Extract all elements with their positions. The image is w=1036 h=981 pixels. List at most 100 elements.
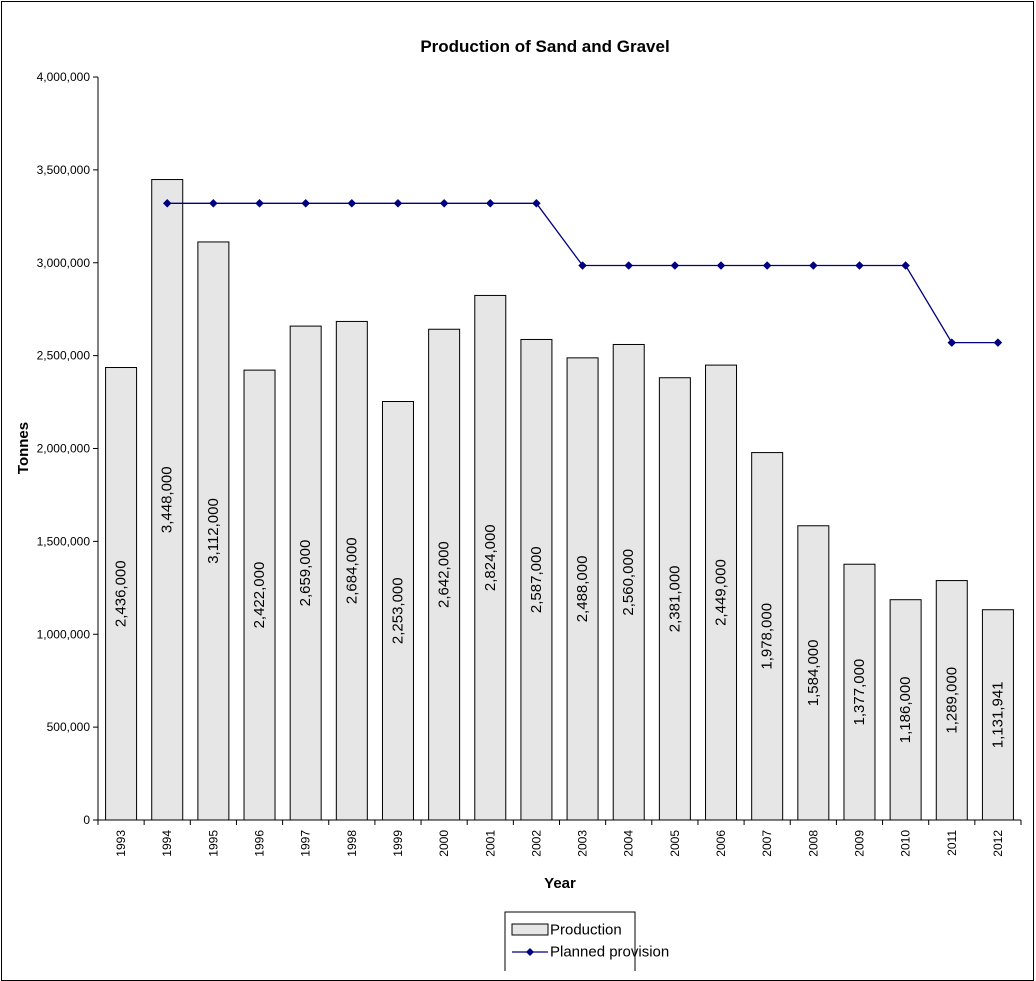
planned-provision-line — [167, 202, 998, 344]
planned-provision-point-2004 — [624, 261, 634, 270]
x-tick-label: 2002 — [529, 830, 543, 857]
data-label-2010: 1,186,000 — [897, 676, 914, 743]
data-label-2011: 1,289,000 — [943, 667, 960, 734]
x-tick-label: 2003 — [576, 830, 590, 857]
y-tick-label: 3,500,000 — [37, 163, 91, 177]
planned-provision-point-1997 — [301, 198, 311, 208]
bar-1994 — [151, 179, 184, 821]
x-tick-label: 1998 — [345, 830, 359, 857]
data-label-2008: 1,584,000 — [805, 640, 822, 707]
x-tick-label: 1996 — [253, 830, 267, 857]
y-tick-label: 1,000,000 — [37, 627, 91, 641]
data-label-1998: 2,684,000 — [343, 537, 360, 604]
x-tick-label: 1997 — [299, 830, 313, 857]
bar-2003 — [566, 357, 599, 821]
data-label-1997: 2,659,000 — [297, 540, 314, 607]
x-tick-label: 1994 — [160, 830, 174, 857]
x-axis-title: Year — [544, 875, 576, 892]
data-label-1994: 3,448,000 — [159, 466, 176, 533]
x-tick-label: 2000 — [437, 830, 451, 857]
data-label-2012: 1,131,941 — [989, 682, 1006, 749]
x-tick-label: 2010 — [899, 830, 913, 857]
y-tick-label: 500,000 — [47, 720, 91, 734]
x-tick-label: 2011 — [945, 830, 959, 856]
legend-label-planned-provision: Planned provision — [550, 944, 669, 961]
bar-2004 — [612, 343, 645, 821]
data-label-1996: 2,422,000 — [251, 562, 268, 629]
data-label-2001: 2,824,000 — [482, 524, 499, 591]
planned-provision-point-2001 — [485, 198, 495, 208]
planned-provision-point-2006 — [716, 261, 726, 270]
planned-provision-line-group — [162, 198, 1003, 347]
bar-1998 — [335, 320, 368, 821]
y-tick-label: 4,000,000 — [37, 70, 91, 84]
data-label-2006: 2,449,000 — [713, 559, 730, 626]
planned-provision-point-2010 — [901, 261, 910, 270]
y-tick-label: 3,000,000 — [37, 256, 91, 270]
data-label-2009: 1,377,000 — [851, 659, 868, 726]
y-tick-label: 2,500,000 — [37, 349, 91, 363]
planned-provision-point-2008 — [808, 261, 818, 270]
planned-provision-point-2003 — [578, 261, 587, 270]
chart-title: Production of Sand and Gravel — [420, 37, 669, 56]
data-label-2004: 2,560,000 — [620, 549, 637, 616]
y-tick-label: 0 — [83, 813, 90, 827]
bar-2007 — [751, 452, 784, 821]
bar-2001 — [474, 294, 507, 821]
planned-provision-point-1995 — [209, 198, 218, 208]
legend-box — [504, 911, 636, 971]
bar-2002 — [520, 338, 553, 821]
legend-label-production: Production — [550, 922, 622, 939]
bar-1996 — [243, 369, 276, 821]
planned-provision-point-1994 — [162, 198, 172, 208]
bar-2006 — [705, 364, 738, 821]
y-tick-label: 2,000,000 — [37, 442, 91, 456]
planned-provision-point-1998 — [347, 198, 357, 208]
x-tick-label: 2005 — [668, 830, 682, 857]
planned-provision-point-2009 — [855, 261, 864, 270]
x-tick-label: 1993 — [114, 830, 128, 857]
x-tick-label: 2004 — [622, 830, 636, 857]
data-label-2002: 2,587,000 — [528, 546, 545, 613]
planned-provision-point-2012 — [993, 338, 1003, 347]
bar-labels-group: 2,436,000 3,448,000 3,112,000 2,422,000 2,65… — [113, 466, 1007, 748]
x-tick-label: 1999 — [391, 830, 405, 857]
data-label-2007: 1,978,000 — [759, 603, 776, 670]
data-label-1999: 2,253,000 — [389, 577, 406, 644]
planned-provision-point-2002 — [532, 198, 541, 208]
bar-1999 — [381, 401, 414, 821]
bar-2008 — [797, 525, 830, 821]
bar-1995 — [197, 241, 230, 821]
x-tick-label: 2012 — [991, 830, 1005, 857]
legend-swatch-planned-marker — [526, 948, 534, 956]
bars-group — [105, 179, 1014, 821]
axes-group: 0 500,000 1,000,000 1,500,000 2,000,000 2,500… — [37, 70, 1022, 857]
data-label-2003: 2,488,000 — [574, 556, 591, 623]
data-label-1995: 3,112,000 — [205, 498, 222, 564]
data-label-2005: 2,381,000 — [666, 565, 683, 632]
x-tick-label: 2007 — [760, 830, 774, 857]
x-tick-label: 2009 — [852, 830, 866, 857]
data-label-2000: 2,642,000 — [436, 541, 453, 608]
legend-swatch-production — [511, 923, 549, 936]
bar-2000 — [428, 328, 461, 821]
x-tick-label: 2001 — [483, 830, 497, 857]
data-label-1993: 2,436,000 — [113, 560, 130, 627]
x-tick-label: 2006 — [714, 830, 728, 857]
bar-2012 — [981, 609, 1014, 821]
legend: Production Planned provision — [504, 911, 669, 971]
x-tick-label: 2008 — [806, 830, 820, 857]
planned-provision-point-2011 — [947, 338, 957, 347]
planned-provision-point-2005 — [670, 261, 680, 270]
planned-provision-point-1999 — [393, 198, 403, 208]
bar-2005 — [658, 377, 691, 821]
planned-provision-point-1996 — [255, 198, 264, 208]
planned-provision-point-2000 — [439, 198, 449, 208]
x-tick-label: 1995 — [206, 830, 220, 857]
bar-2010 — [889, 599, 922, 821]
y-axis-title: Tonnes — [15, 422, 32, 474]
bar-2009 — [843, 563, 876, 821]
y-tick-label: 1,500,000 — [37, 534, 91, 548]
planned-provision-point-2007 — [762, 261, 772, 270]
